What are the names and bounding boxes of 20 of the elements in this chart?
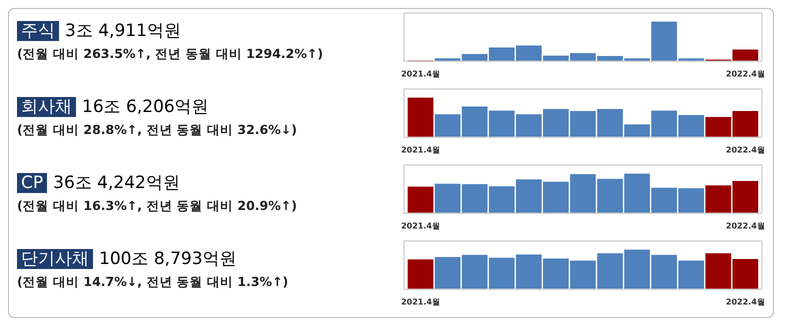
x-tick-label: 2022.4월: [726, 297, 765, 306]
text: (전월 대비 263.5%↑, 전년 동월 대비 1294.2%↑): [17, 46, 324, 63]
text: (전월 대비 14.7%↓, 전년 동월 대비 1.3%↑): [17, 274, 290, 291]
x-tick-label: 2021.4월: [401, 297, 440, 306]
x-tick-label: 2022.4월: [726, 221, 765, 230]
text: 회사채: [17, 96, 76, 116]
text: 단기사채: [17, 248, 93, 268]
x-tick-label: 2022.4월: [726, 69, 765, 78]
x-tick-label: 2021.4월: [401, 69, 440, 78]
x-tick-label: 2021.4월: [401, 145, 440, 154]
x-tick-label: 2022.4월: [726, 145, 765, 154]
text: 3조 4,911억원: [65, 20, 181, 42]
text: 36조 4,242억원: [53, 172, 180, 194]
text: (전월 대비 16.3%↑, 전년 동월 대비 20.9%↑): [17, 198, 298, 215]
x-tick-label: 2021.4월: [401, 221, 440, 230]
text: CP: [17, 172, 48, 192]
text: (전월 대비 28.8%↑, 전년 동월 대비 32.6%↓): [17, 122, 298, 139]
text: 100조 8,793억원: [99, 248, 237, 270]
text: 16조 6,206억원: [82, 96, 209, 118]
text: 주식: [17, 20, 59, 40]
